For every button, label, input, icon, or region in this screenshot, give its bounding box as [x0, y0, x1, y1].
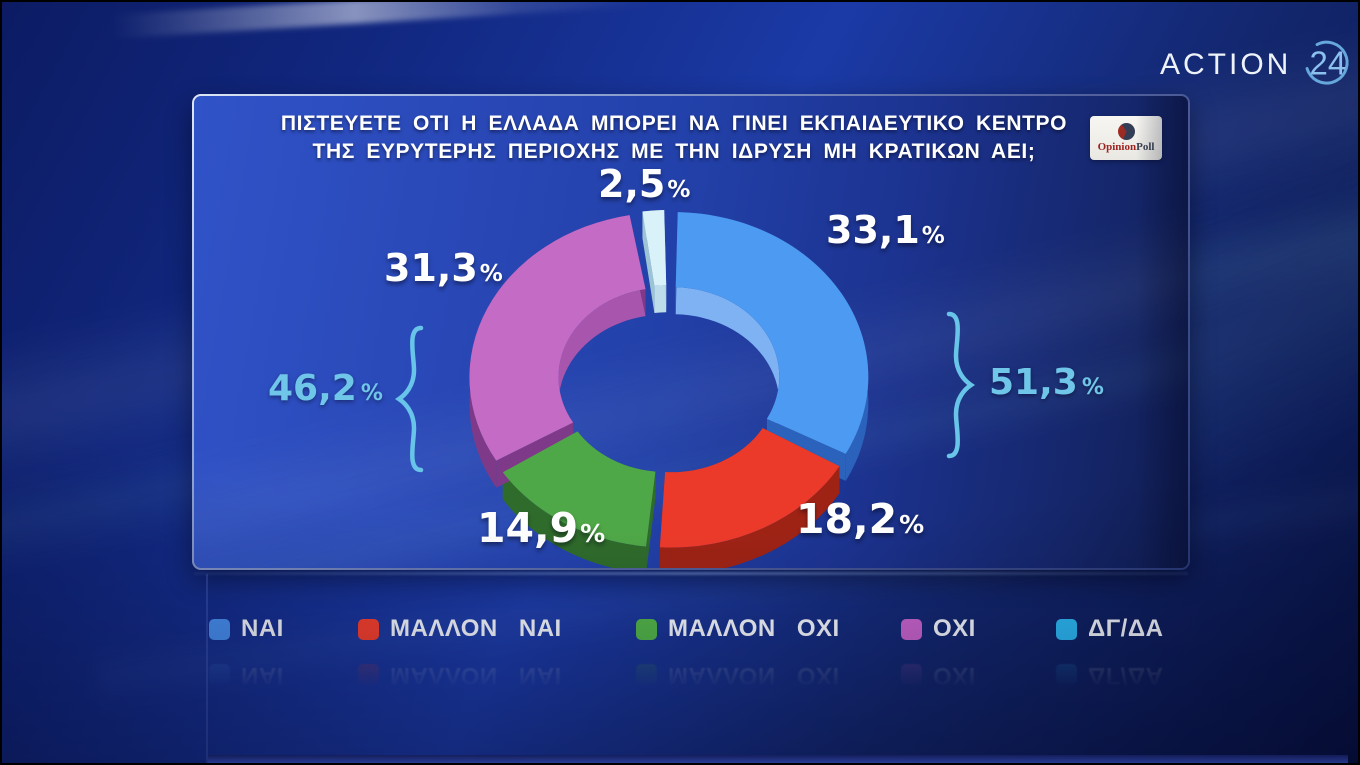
aggregate-label-yes-total: 51,3% — [989, 362, 1104, 403]
value-label-nai: 33,1% — [826, 208, 945, 252]
channel-logo: ACTION 24 — [1160, 24, 1356, 100]
channel-24-icon: 24 — [1305, 40, 1349, 85]
chart-legend-reflection: ΝΑΙ ΜΑΛΛΟΝ ΝΑΙ ΜΑΛΛΟΝ ΟΧΙ ΟΧΙ ΔΓ/ΔΑ — [2, 659, 1358, 691]
panel-reflection-line — [194, 572, 1188, 575]
light-streak — [111, 2, 653, 39]
opinionpoll-badge: OpinionPoll — [1090, 116, 1162, 160]
opinionpoll-wordmark: OpinionPoll — [1097, 141, 1155, 153]
value-label-dgda: 2,5% — [598, 162, 691, 206]
legend-item-reflection: ΟΧΙ — [901, 659, 976, 691]
left-brace-icon — [394, 325, 424, 473]
legend-item-reflection: ΜΑΛΛΟΝ ΟΧΙ — [636, 659, 840, 691]
legend-item-nai: ΝΑΙ — [209, 613, 284, 645]
legend-item-dgda: ΔΓ/ΔΑ — [1056, 613, 1163, 645]
question-line-1: ΠΙΣΤΕΥΕΤΕ ΟΤΙ Η ΕΛΛΑΔΑ ΜΠΟΡΕΙ ΝΑ ΓΙΝΕΙ Ε… — [280, 112, 1068, 135]
legend-item-oxi: ΟΧΙ — [901, 613, 976, 645]
donut-chart — [469, 210, 869, 568]
legend-item-reflection: ΔΓ/ΔΑ — [1056, 659, 1163, 691]
aggregate-label-no-total: 46,2% — [268, 368, 383, 409]
value-label-mallon-nai: 18,2% — [796, 495, 925, 543]
legend-item-mallon-nai: ΜΑΛΛΟΝ ΝΑΙ — [358, 613, 562, 645]
question-line-2: ΤΗΣ ΕΥΡΥΤΕΡΗΣ ΠΕΡΙΟΧΗΣ ΜΕ ΤΗΝ ΙΔΡΥΣΗ ΜΗ … — [312, 140, 1036, 163]
legend-swatch-mallon-nai — [358, 618, 379, 640]
legend-swatch-dgda — [1056, 618, 1077, 640]
channel-name: ACTION — [1160, 48, 1292, 81]
chart-legend: ΝΑΙ ΜΑΛΛΟΝ ΝΑΙ ΜΑΛΛΟΝ ΟΧΙ ΟΧΙ ΔΓ/ΔΑ — [2, 613, 1358, 645]
legend-swatch-oxi — [901, 618, 922, 640]
channel-number: 24 — [1310, 45, 1347, 82]
legend-item-reflection: ΝΑΙ — [209, 659, 284, 691]
poll-panel-surface: ΠΙΣΤΕΥΕΤΕ ΟΤΙ Η ΕΛΛΑΔΑ ΜΠΟΡΕΙ ΝΑ ΓΙΝΕΙ Ε… — [194, 96, 1188, 568]
bottom-accent-bar — [208, 755, 1348, 763]
value-label-mallon-oxi: 14,9% — [477, 504, 606, 552]
legend-item-mallon-oxi: ΜΑΛΛΟΝ ΟΧΙ — [636, 613, 840, 645]
pie-chart-icon — [1117, 123, 1135, 140]
right-brace-icon — [946, 311, 976, 459]
legend-swatch-mallon-oxi — [636, 618, 657, 640]
poll-panel: ΠΙΣΤΕΥΕΤΕ ΟΤΙ Η ΕΛΛΑΔΑ ΜΠΟΡΕΙ ΝΑ ΓΙΝΕΙ Ε… — [192, 94, 1190, 570]
value-label-oxi: 31,3% — [384, 246, 503, 290]
legend-swatch-nai — [209, 618, 230, 640]
legend-item-reflection: ΜΑΛΛΟΝ ΝΑΙ — [358, 659, 562, 691]
background-seam — [206, 574, 208, 763]
